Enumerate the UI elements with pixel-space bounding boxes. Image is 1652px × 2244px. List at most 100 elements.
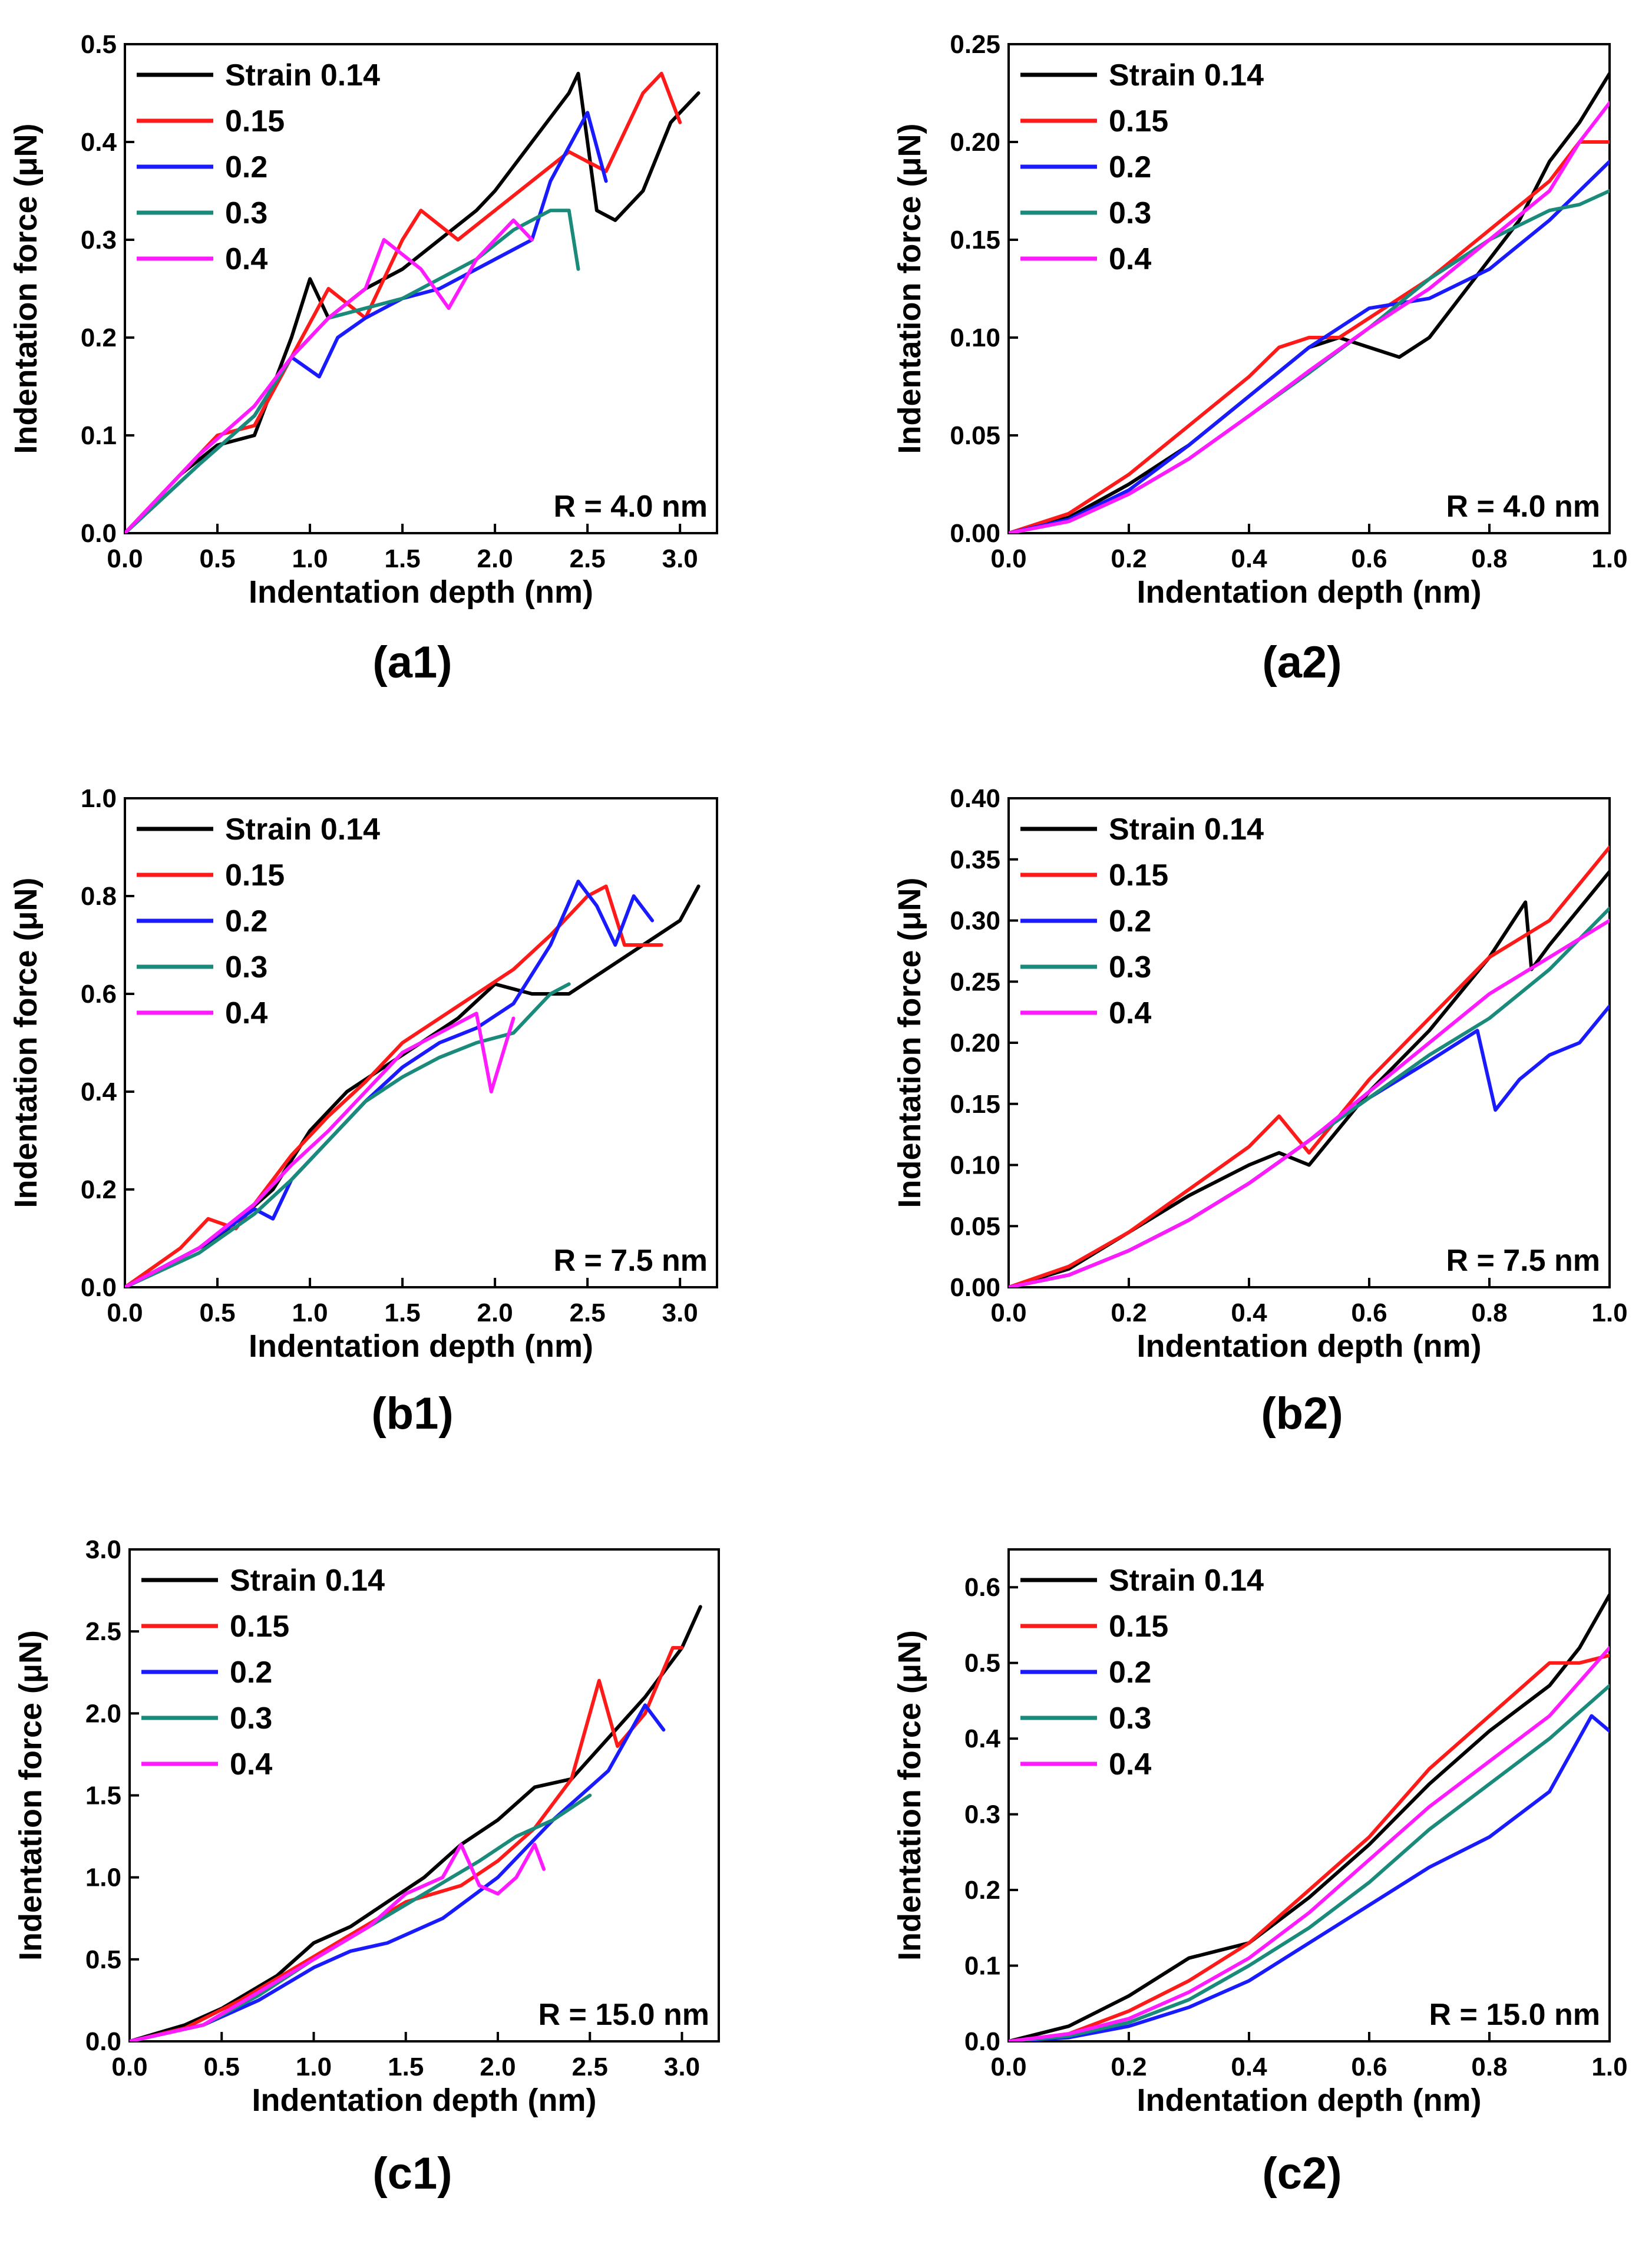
series-line-4 [125,209,580,533]
series-line-5 [125,1012,516,1287]
x-axis-label: Indentation depth (nm) [1137,1328,1482,1364]
radius-annotation: R = 4.0 nm [553,490,708,524]
x-tick-label: 2.5 [572,2053,608,2081]
x-tick-label: 0.4 [1231,1298,1267,1327]
plot-frame [1007,43,1611,534]
legend: Strain 0.14 0.15 0.2 0.3 0.4 [1020,1564,1264,1782]
y-tick-label: 2.0 [85,1699,121,1728]
y-tick-label: 0.15 [950,1090,1000,1119]
radius-annotation: R = 15.0 nm [538,1998,709,2032]
x-tick-label: 2.5 [570,544,606,573]
legend-label-3: 0.2 [230,1655,272,1690]
series-line-5 [1009,101,1610,533]
series-group [1009,71,1610,533]
series-line-2 [1009,1653,1610,2041]
legend-label-3: 0.2 [225,150,267,184]
legend-label-5: 0.4 [1109,242,1151,276]
x-tick-label: 1.5 [385,544,421,573]
legend-label-5: 0.4 [225,996,267,1030]
x-tick-label: 0.6 [1351,1298,1387,1327]
legend-label-3: 0.2 [1109,150,1151,184]
y-tick-label: 0.2 [964,1876,1000,1905]
series-line-5 [130,1843,546,2041]
y-tick-label: 1.0 [85,1863,121,1892]
y-tick-label: 0.1 [964,1952,1000,1981]
chart-panel-b1: 0.0 0.5 1.0 1.5 2.0 2.5 3.00.00.20.40.60.81.0I… [8,784,718,1439]
y-tick-label: 0.6 [964,1573,1000,1602]
x-tick-label: 0.5 [199,544,235,573]
y-tick-label: 0.25 [950,30,1000,59]
panel-label: (c2) [1262,2149,1342,2199]
x-tick-label: 1.5 [388,2053,424,2081]
panel-label: (a2) [1262,637,1342,688]
y-tick-label: 0.20 [950,128,1000,157]
legend: Strain 0.14 0.15 0.2 0.3 0.4 [137,58,380,276]
series-line-1 [130,1605,702,2041]
y-tick-label: 0.25 [950,967,1000,996]
radius-annotation: R = 7.5 nm [1446,1244,1600,1278]
y-tick-label: 0.4 [81,128,117,157]
series-line-5 [1009,918,1610,1287]
x-tick-label: 2.0 [480,2053,516,2081]
legend-label-5: 0.4 [230,1747,272,1782]
legend-label-5: 0.4 [1109,996,1151,1030]
y-tick-label: 0.0 [85,2027,121,2056]
legend-label-4: 0.3 [225,196,267,230]
legend-label-2: 0.15 [225,858,285,893]
legend-label-5: 0.4 [1109,1747,1151,1782]
series-line-4 [1009,189,1610,533]
plot-frame [1007,797,1611,1288]
panel-label: (b1) [371,1389,453,1439]
legend-label-1: Strain 0.14 [1109,812,1264,847]
y-tick-label: 0.5 [85,1945,121,1974]
plot-frame [124,43,718,534]
legend-label-2: 0.15 [1109,104,1168,138]
series-line-1 [125,884,701,1287]
y-tick-label: 0.5 [81,30,117,59]
panel-label: (b2) [1261,1389,1343,1439]
chart-panel-c1: 0.0 0.5 1.0 1.5 2.0 2.5 3.0 0.0 0.5 1.0 1.5 2.0 2.5 3… [13,1535,720,2199]
legend: Strain 0.14 0.15 0.2 0.3 0.4 [1020,812,1264,1030]
y-tick-label: 0.00 [950,519,1000,548]
legend-label-3: 0.2 [1109,904,1151,938]
y-tick-label: 0.0 [81,1273,117,1302]
y-tick-label: 0.2 [81,323,117,352]
y-tick-label: 0.8 [81,882,117,911]
y-tick-label: 0.30 [950,907,1000,936]
y-axis-label: Indentation force (μN) [8,877,44,1208]
plot-frame [124,797,718,1288]
x-tick-label: 0.0 [107,1298,143,1327]
legend-label-3: 0.2 [1109,1655,1151,1690]
plot-frame [128,1548,720,2043]
x-tick-label: 0.5 [199,1298,235,1327]
chart-panel-c2: 0.0 0.2 0.4 0.6 0.8 1.00.00.10.20.30.40.50.6I… [892,1548,1628,2199]
series-line-2 [125,884,663,1287]
y-tick-label: 0.20 [950,1029,1000,1057]
x-tick-label: 1.0 [292,1298,328,1327]
series-line-2 [1009,845,1610,1287]
x-tick-label: 0.0 [107,544,143,573]
x-tick-label: 0.0 [990,1298,1026,1327]
chart-panel-a2: 0.0 0.2 0.4 0.6 0.8 1.0 0.00 0.05 0.10 0.15 0.20 0.… [892,30,1628,688]
series-line-5 [1009,1646,1610,2041]
series-line-3 [125,880,655,1287]
y-tick-label: 0.4 [81,1078,117,1106]
y-axis-label: Indentation force (μN) [8,123,44,454]
legend-label-4: 0.3 [1109,1701,1151,1736]
x-tick-label: 0.8 [1471,1298,1507,1327]
legend-label-1: Strain 0.14 [1109,1564,1264,1598]
series-line-2 [1009,140,1610,533]
series-line-5 [125,218,534,533]
x-axis-label: Indentation depth (nm) [249,574,593,610]
x-axis-label: Indentation depth (nm) [252,2083,597,2118]
x-tick-label: 1.0 [292,544,328,573]
legend-label-2: 0.15 [230,1610,289,1644]
y-tick-label: 0.10 [950,323,1000,352]
x-tick-label: 0.2 [1111,1298,1147,1327]
legend-label-4: 0.3 [225,950,267,984]
legend-label-1: Strain 0.14 [230,1564,385,1598]
x-axis-label: Indentation depth (nm) [1137,2083,1482,2118]
legend: Strain 0.14 0.15 0.2 0.3 0.4 [1020,58,1264,276]
series-group [125,880,701,1287]
legend-label-4: 0.3 [1109,196,1151,230]
